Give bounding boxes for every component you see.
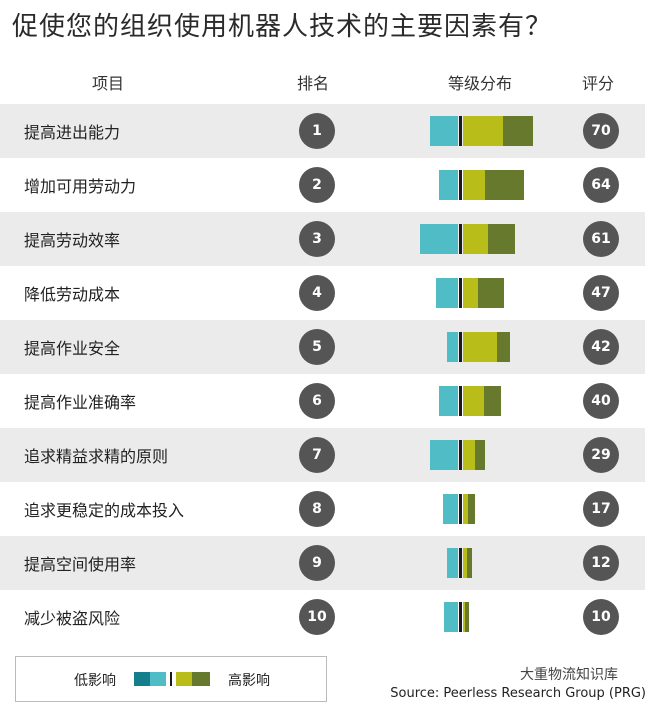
bar-segment-low [420, 224, 458, 254]
legend-swatch-2 [150, 672, 166, 686]
row-label: 减少被盗风险 [24, 609, 121, 628]
rank-badge: 4 [299, 275, 335, 311]
table-row: 追求更稳定的成本投入 8 17 [0, 482, 645, 536]
bar-segment-low [439, 170, 458, 200]
row-label: 提高作业准确率 [24, 393, 137, 412]
watermark: 大重物流知识库 [520, 667, 618, 683]
bar-segment-very-high [484, 386, 501, 416]
bar-segment-low [444, 602, 458, 632]
table-row: 提高劳动效率 3 61 [0, 212, 645, 266]
bar-segment-high [463, 440, 475, 470]
bar-divider [459, 332, 462, 362]
score-badge: 42 [583, 329, 619, 365]
score-badge: 17 [583, 491, 619, 527]
rank-badge: 10 [299, 599, 335, 635]
bar-segment-very-high [488, 224, 515, 254]
bar-segment-very-high [497, 332, 510, 362]
rank-badge: 7 [299, 437, 335, 473]
bar-segment-very-high [467, 548, 472, 578]
header-item: 项目 [92, 74, 125, 93]
bar-segment-very-high [465, 602, 469, 632]
rank-badge: 3 [299, 221, 335, 257]
bar-segment-low [447, 332, 458, 362]
bar-segment-very-high [478, 278, 504, 308]
bar-divider [459, 602, 462, 632]
header-distribution: 等级分布 [448, 74, 513, 93]
row-label: 增加可用劳动力 [24, 177, 137, 196]
chart-title: 促使您的组织使用机器人技术的主要因素有？ [12, 12, 553, 42]
bar-segment-low [443, 494, 458, 524]
bar-segment-high [463, 332, 497, 362]
legend-high-label: 高影响 [228, 673, 270, 689]
table-row: 提高进出能力 1 70 [0, 104, 645, 158]
row-label: 追求精益求精的原则 [24, 447, 169, 466]
table-row: 降低劳动成本 4 47 [0, 266, 645, 320]
bar-segment-low [447, 548, 458, 578]
bar-segment-high [463, 170, 485, 200]
rank-badge: 9 [299, 545, 335, 581]
rank-badge: 5 [299, 329, 335, 365]
header-score: 评分 [582, 74, 615, 93]
bar-segment-very-high [475, 440, 485, 470]
legend-swatch-1 [134, 672, 150, 686]
table-row: 提高空间使用率 9 12 [0, 536, 645, 590]
bar-segment-high [463, 494, 468, 524]
legend: 低影响 高影响 [15, 656, 327, 702]
row-label: 提高进出能力 [24, 123, 121, 142]
row-label: 提高空间使用率 [24, 555, 137, 574]
bar-divider [459, 278, 462, 308]
bar-segment-low [439, 386, 458, 416]
bar-segment-high [463, 602, 465, 632]
row-label: 追求更稳定的成本投入 [24, 501, 185, 520]
legend-low-label: 低影响 [74, 673, 116, 689]
legend-divider [170, 672, 172, 686]
bar-segment-low [430, 440, 458, 470]
rank-badge: 8 [299, 491, 335, 527]
bar-segment-low [436, 278, 458, 308]
rank-badge: 2 [299, 167, 335, 203]
bar-divider [459, 386, 462, 416]
table-row: 减少被盗风险 10 10 [0, 590, 645, 644]
bar-segment-high [463, 116, 503, 146]
bar-divider [459, 494, 462, 524]
score-badge: 47 [583, 275, 619, 311]
table-row: 追求精益求精的原则 7 29 [0, 428, 645, 482]
row-label: 降低劳动成本 [24, 285, 121, 304]
bar-segment-high [463, 548, 467, 578]
bar-segment-very-high [485, 170, 524, 200]
score-badge: 40 [583, 383, 619, 419]
bar-segment-low [430, 116, 458, 146]
row-label: 提高劳动效率 [24, 231, 121, 250]
bar-divider [459, 224, 462, 254]
score-badge: 12 [583, 545, 619, 581]
bar-segment-very-high [503, 116, 533, 146]
score-badge: 64 [583, 167, 619, 203]
bar-segment-very-high [468, 494, 475, 524]
score-badge: 29 [583, 437, 619, 473]
score-badge: 10 [583, 599, 619, 635]
bar-segment-high [463, 386, 484, 416]
rank-badge: 1 [299, 113, 335, 149]
bar-divider [459, 170, 462, 200]
bar-divider [459, 116, 462, 146]
table-row: 提高作业安全 5 42 [0, 320, 645, 374]
bar-divider [459, 440, 462, 470]
bar-segment-high [463, 224, 488, 254]
table-row: 提高作业准确率 6 40 [0, 374, 645, 428]
table-row: 增加可用劳动力 2 64 [0, 158, 645, 212]
score-badge: 61 [583, 221, 619, 257]
source-note: Source: Peerless Research Group (PRG) [390, 686, 646, 701]
legend-swatch-3 [176, 672, 192, 686]
row-label: 提高作业安全 [24, 339, 121, 358]
rank-badge: 6 [299, 383, 335, 419]
header-rank: 排名 [297, 74, 330, 93]
legend-swatch-4 [192, 672, 210, 686]
score-badge: 70 [583, 113, 619, 149]
bar-divider [459, 548, 462, 578]
bar-segment-high [463, 278, 478, 308]
